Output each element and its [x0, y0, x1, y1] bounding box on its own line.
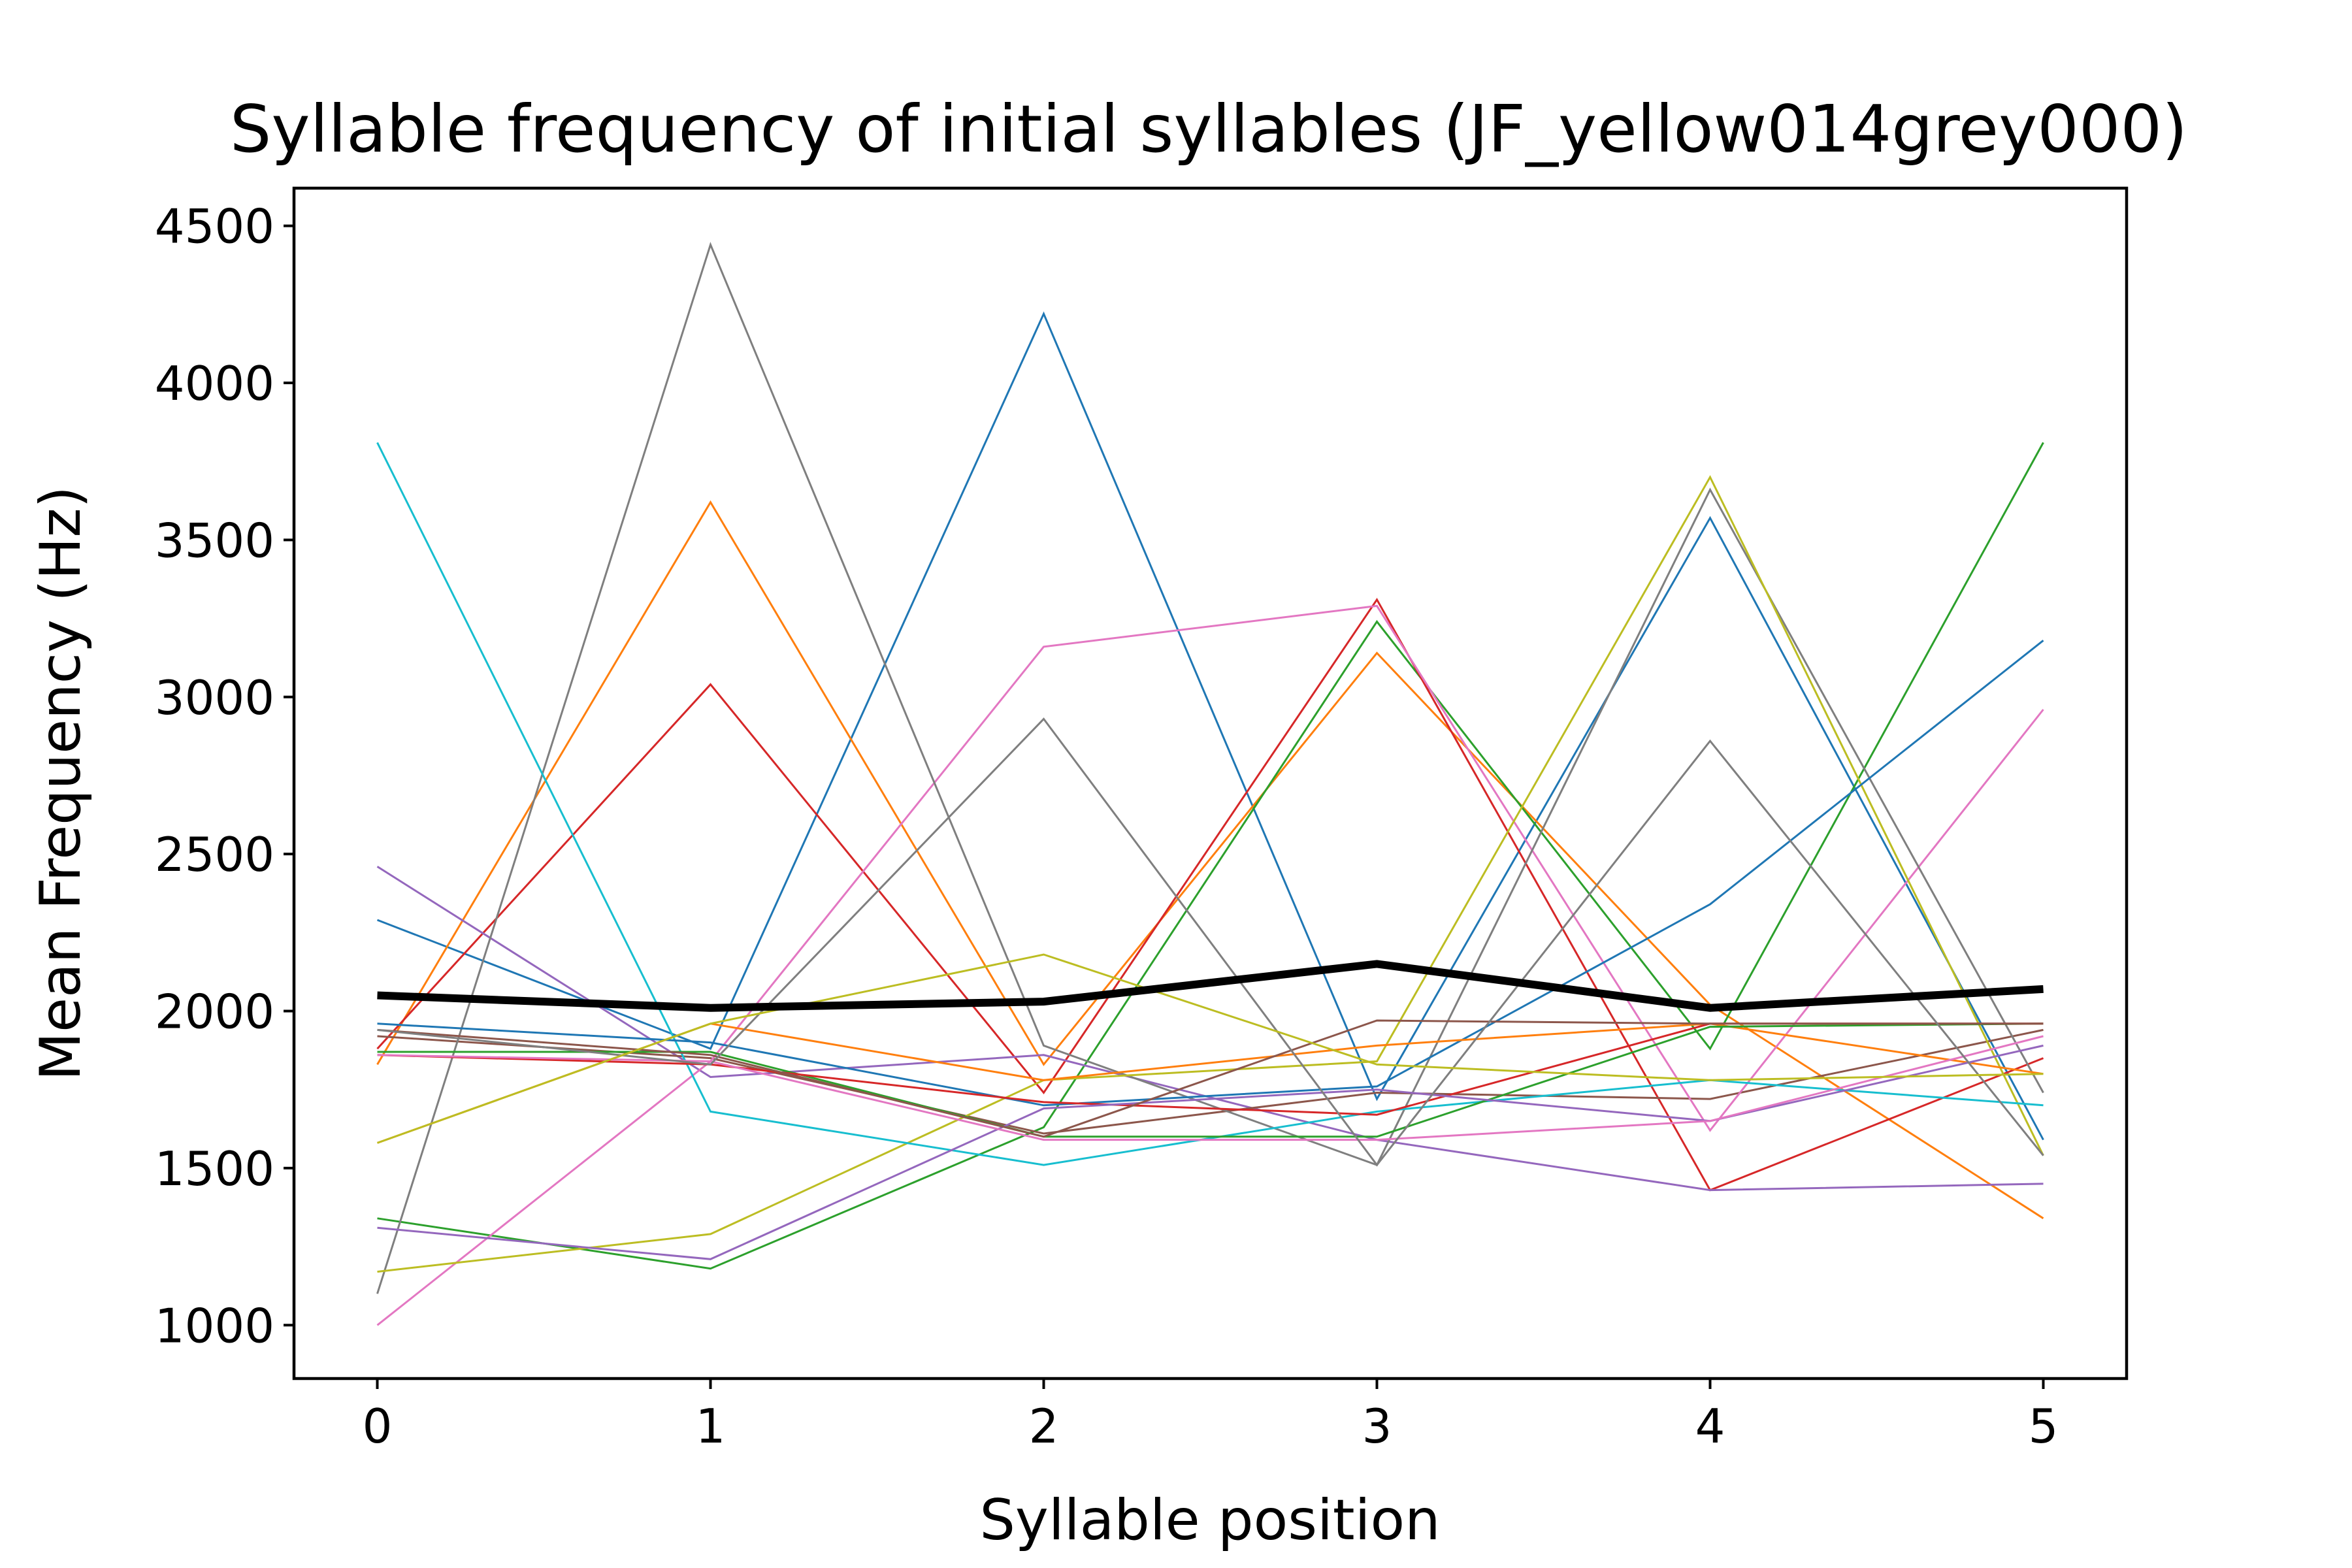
- series-line-2: [377, 442, 2044, 1270]
- series-line-15: [377, 1019, 2044, 1138]
- x-tick-label: 0: [363, 1399, 393, 1454]
- series-layer: [376, 242, 2044, 1326]
- x-tick-label: 2: [1029, 1399, 1059, 1454]
- tick-layer: 0 1 2 3 4 5 1000 1500 2000 2500 3000 3500 4000 4500: [155, 199, 2059, 1454]
- y-tick-label: 1500: [155, 1141, 274, 1196]
- series-line-16: [377, 1035, 2044, 1141]
- x-tick-label: 5: [2029, 1399, 2059, 1454]
- series-line-4: [376, 866, 2044, 1192]
- series-line-6: [376, 604, 2044, 1326]
- x-tick-label: 4: [1695, 1399, 1725, 1454]
- series-line-10: [377, 640, 2044, 1107]
- series-line-14: [377, 1044, 2044, 1260]
- y-tick-label: 2000: [155, 985, 274, 1039]
- series-line-0: [376, 311, 2044, 1141]
- series-line-12: [377, 1022, 2044, 1138]
- y-axis-label: Mean Frequency (Hz): [28, 486, 93, 1081]
- series-line-17: [377, 717, 2044, 1167]
- plot-frame: [292, 186, 2129, 1380]
- y-tick-label: 1000: [155, 1298, 274, 1353]
- chart-title: Syllable frequency of initial syllables …: [230, 91, 2187, 167]
- x-tick-label: 1: [696, 1399, 726, 1454]
- series-line-9: [376, 442, 2044, 1166]
- y-tick-label: 4000: [155, 356, 274, 411]
- x-axis-label: Syllable position: [979, 1488, 1440, 1553]
- y-tick-label: 2500: [155, 827, 274, 882]
- series-line-18: [376, 953, 2044, 1144]
- y-tick-label: 4500: [155, 199, 274, 254]
- series-line-5: [377, 1028, 2044, 1135]
- series-line-8: [377, 475, 2044, 1273]
- y-tick-label: 3000: [155, 670, 274, 725]
- y-tick-label: 3500: [155, 513, 274, 568]
- series-line-3: [376, 597, 2044, 1192]
- mean-series-line: [377, 960, 2044, 1012]
- x-tick-label: 3: [1362, 1399, 1392, 1454]
- series-line-1: [376, 500, 2044, 1220]
